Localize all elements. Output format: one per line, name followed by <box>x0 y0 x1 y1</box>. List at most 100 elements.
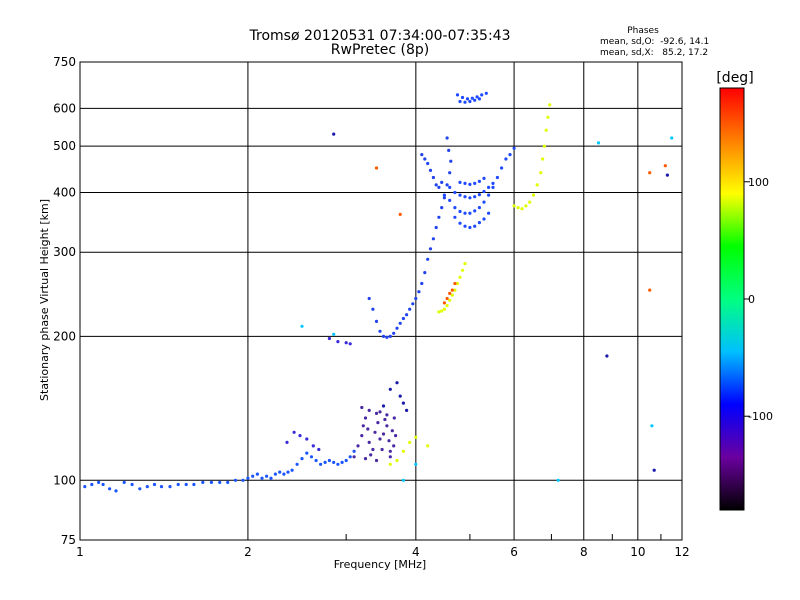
data-point <box>168 485 172 489</box>
data-point <box>434 225 438 230</box>
data-point <box>352 455 356 459</box>
data-point <box>233 478 238 482</box>
data-point <box>531 193 536 197</box>
data-point <box>445 304 449 308</box>
data-point <box>477 221 481 225</box>
data-point <box>463 211 467 215</box>
colorbar <box>719 87 745 511</box>
data-point <box>122 480 126 484</box>
data-point <box>480 93 484 97</box>
data-point <box>285 440 289 444</box>
data-point <box>269 476 273 480</box>
data-point <box>398 321 402 325</box>
data-point <box>528 200 532 204</box>
data-point <box>473 209 477 213</box>
data-point <box>388 449 392 453</box>
data-point <box>311 444 315 448</box>
y-tick-label: 200 <box>53 329 76 343</box>
data-point <box>398 212 402 216</box>
data-point <box>453 215 457 219</box>
data-point <box>363 416 368 420</box>
data-point <box>317 447 321 452</box>
data-point <box>520 207 524 211</box>
data-point <box>300 324 304 328</box>
data-point <box>381 404 386 408</box>
data-point <box>473 195 477 199</box>
data-point <box>428 247 433 251</box>
data-point <box>395 381 399 385</box>
data-point <box>448 171 452 175</box>
data-point <box>468 225 472 230</box>
data-point <box>90 482 94 487</box>
data-point <box>458 221 462 225</box>
data-point <box>385 335 389 339</box>
data-point <box>201 480 205 484</box>
data-point <box>442 193 446 197</box>
data-point <box>130 482 134 487</box>
data-point <box>319 462 323 466</box>
data-point <box>458 209 462 214</box>
data-point <box>423 157 427 161</box>
data-point <box>374 319 379 323</box>
data-point <box>371 307 375 311</box>
x-tick-label: 12 <box>674 545 689 559</box>
data-point <box>487 211 491 215</box>
data-point <box>290 468 294 472</box>
data-point <box>448 198 452 202</box>
y-tick-label: 300 <box>53 245 76 259</box>
data-point <box>420 153 424 157</box>
x-axis-ticks: 1 2 4 6 8 10 12 <box>76 545 689 559</box>
data-point <box>381 432 386 436</box>
data-point <box>491 185 495 189</box>
data-point <box>376 421 380 425</box>
data-point <box>442 301 446 305</box>
data-point <box>414 462 418 466</box>
data-point <box>395 326 399 330</box>
data-point <box>463 100 467 104</box>
data-point <box>344 341 348 345</box>
data-point <box>366 427 370 431</box>
data-point <box>309 455 314 459</box>
data-point <box>463 224 467 228</box>
data-point <box>394 434 398 438</box>
data-point <box>417 290 421 294</box>
data-point <box>336 340 340 344</box>
chart-title: Tromsø 20120531 07:34:00-07:35:43 <box>249 28 511 44</box>
data-point <box>97 480 101 484</box>
x-axis-label: Frequency [MHz] <box>334 558 426 571</box>
data-point <box>361 424 365 428</box>
y-tick-label: 75 <box>61 533 76 547</box>
data-point <box>650 424 654 428</box>
data-point <box>145 485 149 489</box>
colorbar-tick-label: -100 <box>748 410 773 423</box>
data-point <box>332 132 336 136</box>
data-point <box>512 204 516 208</box>
data-point <box>426 161 430 166</box>
data-point <box>449 159 453 163</box>
y-axis-ticks: 75 100 200 300 400 500 600 750 <box>53 55 76 547</box>
data-point <box>348 342 352 346</box>
data-point <box>108 487 112 491</box>
data-point <box>482 200 486 204</box>
data-point <box>367 408 371 412</box>
data-point <box>648 288 652 292</box>
data-point <box>408 440 412 444</box>
colorbar-ticks: 100 0 -100 <box>744 176 773 423</box>
data-point <box>423 271 427 275</box>
data-point <box>209 480 213 484</box>
data-point <box>463 181 467 185</box>
data-point <box>460 95 465 100</box>
data-point <box>392 444 396 448</box>
data-point <box>327 336 331 341</box>
plot-frame <box>79 61 683 541</box>
data-point <box>388 455 392 459</box>
x-tick-label: 6 <box>510 545 518 559</box>
data-point <box>278 470 282 474</box>
data-point <box>453 190 457 195</box>
chart-subtitle: RwPretec (8p) <box>331 42 429 58</box>
data-point <box>378 437 382 441</box>
data-point <box>442 307 446 311</box>
data-point <box>388 334 392 338</box>
data-point <box>408 307 412 311</box>
